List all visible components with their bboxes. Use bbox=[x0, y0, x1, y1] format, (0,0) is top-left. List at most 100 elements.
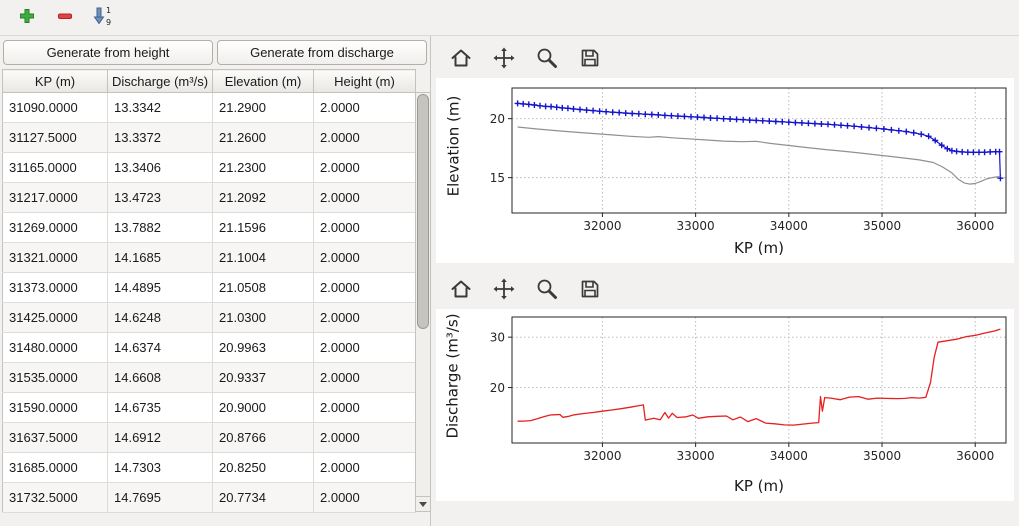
zoom-button[interactable] bbox=[532, 275, 562, 305]
pan-icon bbox=[492, 277, 516, 304]
save-button[interactable] bbox=[575, 275, 605, 305]
discharge-chart[interactable]: 32000 33000 34000 35000 36000 20 30 Discharge … bbox=[436, 309, 1014, 501]
home-button[interactable] bbox=[446, 44, 476, 74]
table-cell[interactable]: 14.4895 bbox=[107, 272, 213, 303]
table-cell[interactable]: 2.0000 bbox=[313, 332, 416, 363]
table-cell[interactable]: 31127.5000 bbox=[2, 122, 108, 153]
table-cell[interactable]: 31269.0000 bbox=[2, 212, 108, 243]
plus-icon bbox=[19, 8, 35, 27]
table-cell[interactable]: 31732.5000 bbox=[2, 482, 108, 513]
table-cell[interactable]: 2.0000 bbox=[313, 422, 416, 453]
table-cell[interactable]: 31217.0000 bbox=[2, 182, 108, 213]
table-cell[interactable]: 2.0000 bbox=[313, 272, 416, 303]
table-cell[interactable]: 2.0000 bbox=[313, 482, 416, 513]
right-panel: 32000 33000 34000 35000 36000 15 20 Elevation … bbox=[431, 36, 1019, 526]
home-icon bbox=[449, 277, 473, 304]
table-cell[interactable]: 14.6735 bbox=[107, 392, 213, 423]
column-header[interactable]: Elevation (m) bbox=[212, 69, 314, 93]
home-button[interactable] bbox=[446, 275, 476, 305]
table-cell[interactable]: 2.0000 bbox=[313, 362, 416, 393]
table-cell[interactable]: 20.8250 bbox=[212, 452, 314, 483]
column-header[interactable]: Discharge (m³/s) bbox=[107, 69, 213, 93]
table-cell[interactable]: 21.1596 bbox=[212, 212, 314, 243]
table-cell[interactable]: 21.2300 bbox=[212, 152, 314, 183]
table-cell[interactable]: 31165.0000 bbox=[2, 152, 108, 183]
table-cell[interactable]: 31373.0000 bbox=[2, 272, 108, 303]
generate-from-discharge-button[interactable]: Generate from discharge bbox=[217, 40, 427, 65]
save-icon bbox=[578, 277, 602, 304]
table-cell[interactable]: 2.0000 bbox=[313, 92, 416, 123]
scrollbar-thumb[interactable] bbox=[417, 94, 429, 329]
svg-text:15: 15 bbox=[490, 171, 505, 185]
generate-from-height-button[interactable]: Generate from height bbox=[3, 40, 213, 65]
table-cell[interactable]: 14.6912 bbox=[107, 422, 213, 453]
table-cell[interactable]: 14.7303 bbox=[107, 452, 213, 483]
table-cell[interactable]: 21.0508 bbox=[212, 272, 314, 303]
data-table-area: KP (m) Discharge (m³/s) Elevation (m) Heigh… bbox=[2, 69, 431, 513]
table-cell[interactable]: 2.0000 bbox=[313, 302, 416, 333]
table-cell[interactable]: 21.2900 bbox=[212, 92, 314, 123]
svg-text:36000: 36000 bbox=[956, 219, 994, 233]
zoom-icon bbox=[535, 46, 559, 73]
table-cell[interactable]: 20.9337 bbox=[212, 362, 314, 393]
elevation-y-axis-label: Elevation (m) bbox=[444, 95, 463, 196]
pan-button[interactable] bbox=[489, 275, 519, 305]
table-cell[interactable]: 20.9963 bbox=[212, 332, 314, 363]
table-cell[interactable]: 2.0000 bbox=[313, 212, 416, 243]
table-cell[interactable]: 21.1004 bbox=[212, 242, 314, 273]
table-cell[interactable]: 2.0000 bbox=[313, 182, 416, 213]
elevation-plot-toolbar bbox=[436, 40, 1019, 78]
table-cell[interactable]: 31480.0000 bbox=[2, 332, 108, 363]
table-cell[interactable]: 31321.0000 bbox=[2, 242, 108, 273]
column-header[interactable]: Height (m) bbox=[313, 69, 416, 93]
table-cell[interactable]: 13.3406 bbox=[107, 152, 213, 183]
table-cell[interactable]: 21.2600 bbox=[212, 122, 314, 153]
table-cell[interactable]: 31685.0000 bbox=[2, 452, 108, 483]
save-button[interactable] bbox=[575, 44, 605, 74]
svg-text:1: 1 bbox=[106, 6, 111, 15]
table-cell[interactable]: 20.9000 bbox=[212, 392, 314, 423]
table-cell[interactable]: 21.0300 bbox=[212, 302, 314, 333]
table-cell[interactable]: 13.3372 bbox=[107, 122, 213, 153]
table-cell[interactable]: 14.1685 bbox=[107, 242, 213, 273]
pan-button[interactable] bbox=[489, 44, 519, 74]
table-cell[interactable]: 14.6374 bbox=[107, 332, 213, 363]
table-row: 31373.0000 14.4895 21.0508 2.0000 bbox=[2, 272, 416, 303]
table-cell[interactable]: 31535.0000 bbox=[2, 362, 108, 393]
table-cell[interactable]: 14.6248 bbox=[107, 302, 213, 333]
table-cell[interactable]: 2.0000 bbox=[313, 122, 416, 153]
table-cell[interactable]: 13.3342 bbox=[107, 92, 213, 123]
table-cell[interactable]: 13.7882 bbox=[107, 212, 213, 243]
remove-row-button[interactable] bbox=[50, 4, 80, 32]
table-row: 31090.0000 13.3342 21.2900 2.0000 bbox=[2, 92, 416, 123]
table-cell[interactable]: 31590.0000 bbox=[2, 392, 108, 423]
table-cell[interactable]: 13.4723 bbox=[107, 182, 213, 213]
table-cell[interactable]: 14.6608 bbox=[107, 362, 213, 393]
table-cell[interactable]: 2.0000 bbox=[313, 152, 416, 183]
sort-rows-button[interactable]: 1 9 bbox=[88, 4, 118, 32]
column-header[interactable]: KP (m) bbox=[2, 69, 108, 93]
table-cell[interactable]: 31090.0000 bbox=[2, 92, 108, 123]
pan-icon bbox=[492, 46, 516, 73]
table-cell[interactable]: 21.2092 bbox=[212, 182, 314, 213]
svg-text:9: 9 bbox=[106, 18, 111, 26]
table-cell[interactable]: 31637.5000 bbox=[2, 422, 108, 453]
table-cell[interactable]: 2.0000 bbox=[313, 242, 416, 273]
add-row-button[interactable] bbox=[12, 4, 42, 32]
table-scrollbar[interactable] bbox=[415, 92, 431, 512]
svg-text:32000: 32000 bbox=[583, 219, 621, 233]
minus-icon bbox=[57, 8, 73, 27]
scrollbar-down-button[interactable] bbox=[416, 496, 430, 511]
zoom-button[interactable] bbox=[532, 44, 562, 74]
table-cell[interactable]: 2.0000 bbox=[313, 452, 416, 483]
table-cell[interactable]: 14.7695 bbox=[107, 482, 213, 513]
elevation-chart[interactable]: 32000 33000 34000 35000 36000 15 20 Elevation … bbox=[436, 78, 1014, 263]
svg-text:30: 30 bbox=[490, 331, 505, 345]
table-cell[interactable]: 2.0000 bbox=[313, 392, 416, 423]
table-cell[interactable]: 20.8766 bbox=[212, 422, 314, 453]
table-row: 31637.5000 14.6912 20.8766 2.0000 bbox=[2, 422, 416, 453]
table-cell[interactable]: 31425.0000 bbox=[2, 302, 108, 333]
table-cell[interactable]: 20.7734 bbox=[212, 482, 314, 513]
save-icon bbox=[578, 46, 602, 73]
